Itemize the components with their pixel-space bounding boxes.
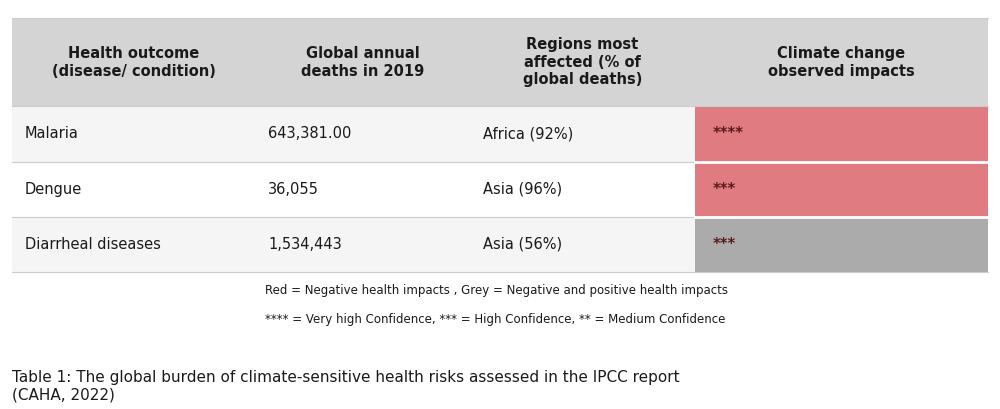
Bar	[12, 217, 255, 272]
Bar	[255, 217, 470, 272]
Bar	[695, 106, 988, 162]
Text: Malaria: Malaria	[25, 126, 79, 142]
Bar	[12, 106, 255, 162]
Text: ***: ***	[713, 237, 736, 252]
Bar	[470, 217, 695, 272]
Text: Climate change
observed impacts: Climate change observed impacts	[768, 46, 915, 79]
Bar	[12, 162, 255, 217]
Text: Asia (96%): Asia (96%)	[483, 182, 562, 197]
Bar	[12, 18, 988, 106]
Bar	[255, 162, 470, 217]
Text: Regions most
affected (% of
global deaths): Regions most affected (% of global death…	[523, 38, 642, 87]
Text: Asia (56%): Asia (56%)	[483, 237, 562, 252]
Bar	[695, 162, 988, 217]
Text: Africa (92%): Africa (92%)	[483, 126, 573, 142]
Text: 643,381.00: 643,381.00	[268, 126, 351, 142]
Text: Dengue: Dengue	[25, 182, 82, 197]
Bar	[695, 217, 988, 272]
Bar	[255, 106, 470, 162]
Text: Health outcome
(disease/ condition): Health outcome (disease/ condition)	[52, 46, 215, 79]
Text: 36,055: 36,055	[268, 182, 319, 197]
Text: **** = Very high Confidence, *** = High Confidence, ** = Medium Confidence: **** = Very high Confidence, *** = High …	[265, 313, 725, 326]
Bar	[470, 162, 695, 217]
Text: 1,534,443: 1,534,443	[268, 237, 342, 252]
Text: Red = Negative health impacts , Grey = Negative and positive health impacts: Red = Negative health impacts , Grey = N…	[265, 284, 728, 297]
Text: ***: ***	[713, 182, 736, 197]
Text: Table 1: The global burden of climate-sensitive health risks assessed in the IPC: Table 1: The global burden of climate-se…	[12, 371, 680, 403]
Text: ****: ****	[713, 126, 744, 142]
Text: Global annual
deaths in 2019: Global annual deaths in 2019	[301, 46, 424, 79]
Text: Diarrheal diseases: Diarrheal diseases	[25, 237, 161, 252]
Bar	[470, 106, 695, 162]
